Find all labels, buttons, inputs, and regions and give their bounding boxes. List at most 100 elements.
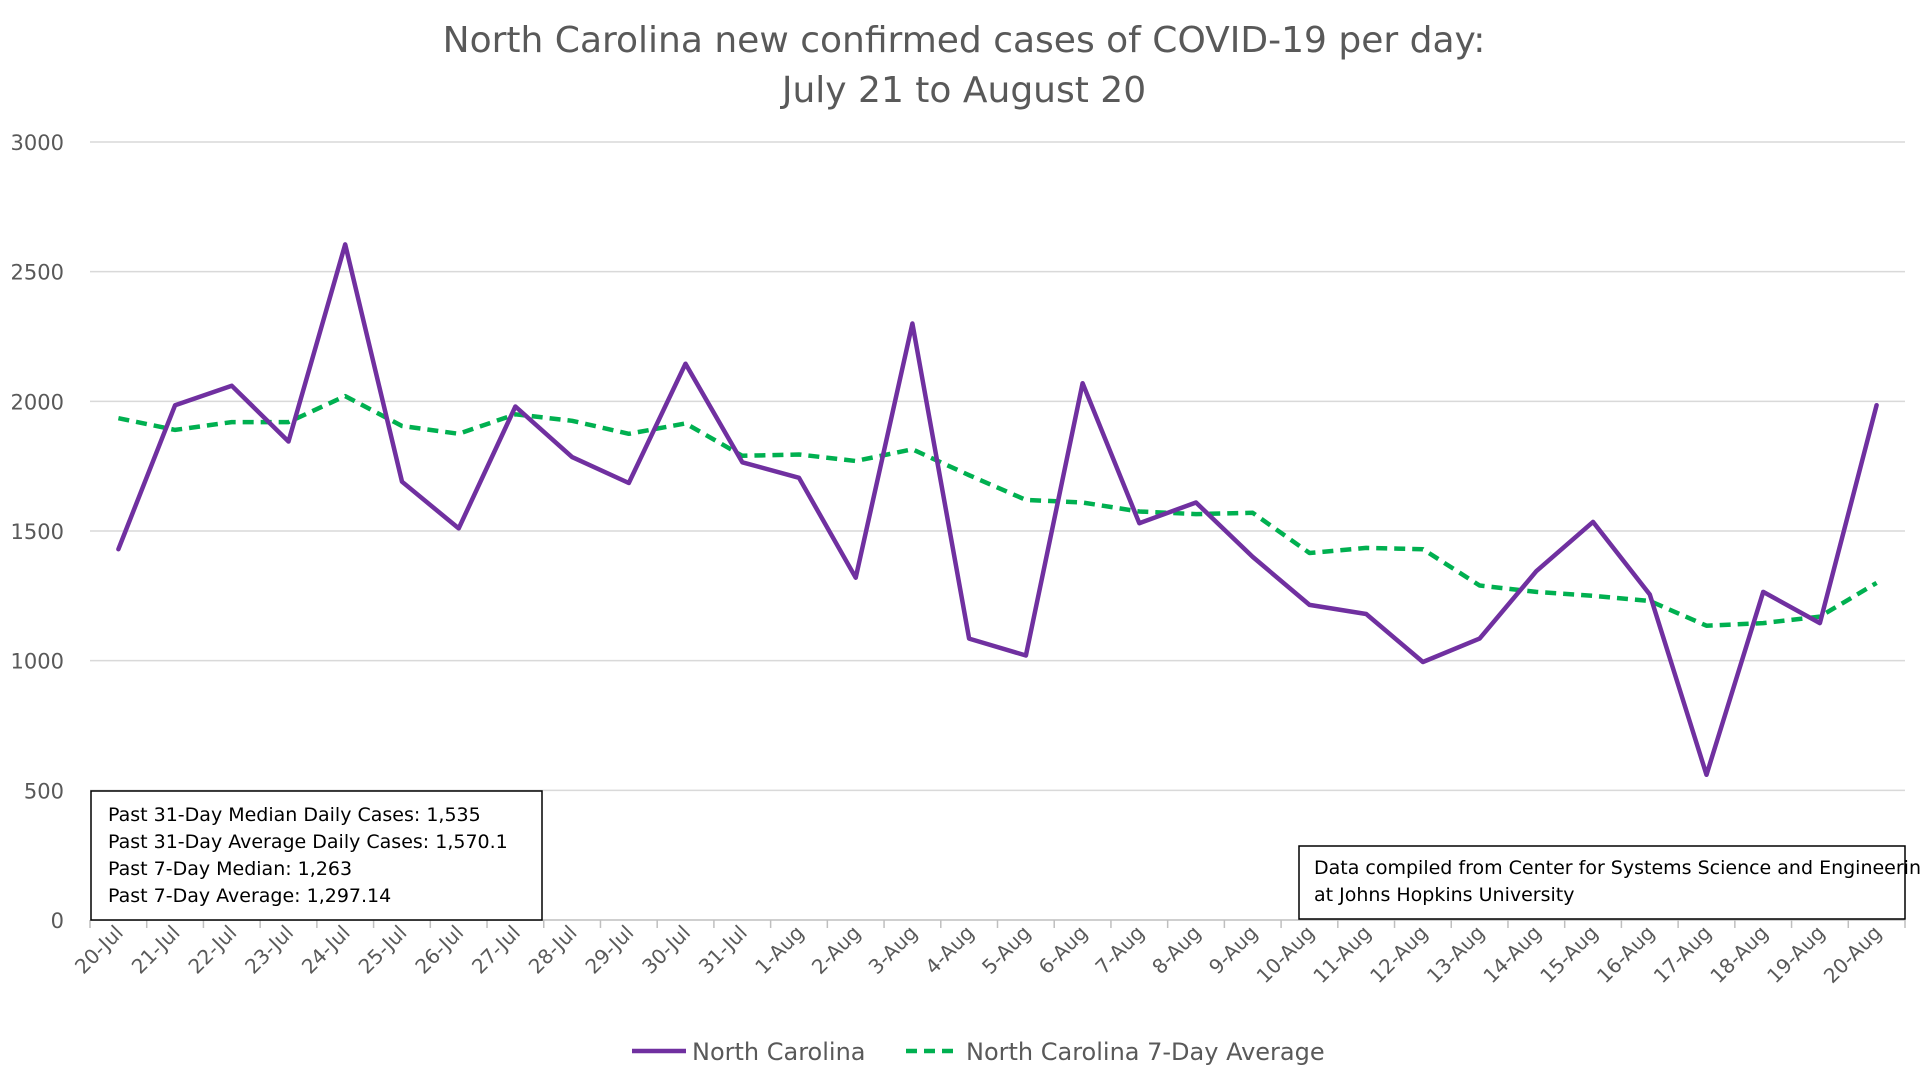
point-7-day-average-9-Aug <box>1251 511 1255 515</box>
x-tick-label-17-Aug: 17-Aug <box>1649 921 1716 988</box>
point-north-carolina-27-Jul <box>513 405 517 409</box>
legend-label-7-day-average: North Carolina 7-Day Average <box>966 1038 1325 1066</box>
x-tick-label-16-Aug: 16-Aug <box>1592 921 1659 988</box>
x-tick-label-29-Jul: 29-Jul <box>580 921 638 979</box>
legend: North Carolina North Carolina 7-Day Aver… <box>632 1038 1325 1066</box>
point-7-day-average-23-Jul <box>287 420 291 424</box>
stats-line-2: Past 31-Day Average Daily Cases: 1,570.1 <box>108 831 508 853</box>
point-north-carolina-9-Aug <box>1251 555 1255 559</box>
x-tick-label-7-Aug: 7-Aug <box>1090 921 1148 979</box>
point-north-carolina-15-Aug <box>1591 520 1595 524</box>
x-tick-label-24-Jul: 24-Jul <box>297 921 355 979</box>
point-7-day-average-12-Aug <box>1421 547 1425 551</box>
chart-title-line-2: July 21 to August 20 <box>780 70 1146 111</box>
stats-line-3: Past 7-Day Median: 1,263 <box>108 858 352 880</box>
point-north-carolina-25-Jul <box>400 480 404 484</box>
point-north-carolina-2-Aug <box>854 576 858 580</box>
point-7-day-average-8-Aug <box>1194 512 1198 516</box>
point-7-day-average-20-Jul <box>116 416 120 420</box>
point-7-day-average-11-Aug <box>1364 546 1368 550</box>
x-tick-label-11-Aug: 11-Aug <box>1308 921 1375 988</box>
point-7-day-average-10-Aug <box>1307 551 1311 555</box>
point-north-carolina-23-Jul <box>287 440 291 444</box>
point-north-carolina-3-Aug <box>910 322 914 326</box>
point-north-carolina-10-Aug <box>1307 603 1311 607</box>
point-7-day-average-5-Aug <box>1024 498 1028 502</box>
point-north-carolina-22-Jul <box>230 384 234 388</box>
y-tick-label-2000: 2000 <box>11 390 64 414</box>
point-north-carolina-19-Aug <box>1818 621 1822 625</box>
x-tick-label-27-Jul: 27-Jul <box>467 921 525 979</box>
point-7-day-average-6-Aug <box>1081 500 1085 504</box>
point-north-carolina-17-Aug <box>1704 773 1708 777</box>
point-7-day-average-4-Aug <box>967 473 971 477</box>
x-tick-label-25-Jul: 25-Jul <box>354 921 412 979</box>
x-tick-label-2-Aug: 2-Aug <box>807 921 865 979</box>
point-7-day-average-26-Jul <box>457 432 461 436</box>
point-7-day-average-15-Aug <box>1591 594 1595 598</box>
point-north-carolina-7-Aug <box>1137 521 1141 525</box>
point-north-carolina-1-Aug <box>797 476 801 480</box>
x-tick-label-19-Aug: 19-Aug <box>1762 921 1829 988</box>
point-north-carolina-24-Jul <box>343 242 347 246</box>
x-tick-label-31-Jul: 31-Jul <box>694 921 752 979</box>
x-tick-label-23-Jul: 23-Jul <box>240 921 298 979</box>
point-north-carolina-14-Aug <box>1534 569 1538 573</box>
x-tick-label-22-Jul: 22-Jul <box>183 921 241 979</box>
legend-label-north-carolina: North Carolina <box>692 1038 866 1066</box>
y-axis-ticks: 0 500 1000 1500 2000 2500 3000 <box>11 131 64 933</box>
source-box-frame <box>1298 845 1906 920</box>
point-north-carolina-21-Jul <box>173 403 177 407</box>
point-north-carolina-31-Jul <box>740 460 744 464</box>
point-north-carolina-12-Aug <box>1421 660 1425 664</box>
point-north-carolina-6-Aug <box>1081 381 1085 385</box>
series-line-7-day-average <box>117 393 1878 628</box>
y-tick-label-2500: 2500 <box>11 261 64 285</box>
point-north-carolina-5-Aug <box>1024 653 1028 657</box>
x-tick-label-5-Aug: 5-Aug <box>977 921 1035 979</box>
point-north-carolina-29-Jul <box>627 481 631 485</box>
point-north-carolina-8-Aug <box>1194 500 1198 504</box>
x-tick-label-26-Jul: 26-Jul <box>410 921 468 979</box>
x-tick-label-21-Jul: 21-Jul <box>127 921 185 979</box>
series-line-north-carolina <box>116 242 1879 778</box>
source-line-1: Data compiled from Center for Systems Sc… <box>1314 857 1920 879</box>
point-7-day-average-13-Aug <box>1478 583 1482 587</box>
point-7-day-average-24-Jul <box>343 394 347 398</box>
x-tick-label-20-Jul: 20-Jul <box>70 921 128 979</box>
y-tick-label-0: 0 <box>51 909 64 933</box>
x-tick-label-13-Aug: 13-Aug <box>1422 921 1489 988</box>
point-north-carolina-16-Aug <box>1648 593 1652 597</box>
x-tick-label-14-Aug: 14-Aug <box>1478 921 1545 988</box>
point-north-carolina-18-Aug <box>1761 590 1765 594</box>
x-tick-label-1-Aug: 1-Aug <box>750 921 808 979</box>
point-north-carolina-20-Aug <box>1875 403 1879 407</box>
point-7-day-average-14-Aug <box>1534 590 1538 594</box>
x-tick-label-6-Aug: 6-Aug <box>1034 921 1092 979</box>
chart-title-line-1: North Carolina new confirmed cases of CO… <box>443 20 1486 61</box>
x-axis: 20-Jul21-Jul22-Jul23-Jul24-Jul25-Jul26-J… <box>70 919 1906 988</box>
x-tick-label-28-Jul: 28-Jul <box>524 921 582 979</box>
point-7-day-average-28-Jul <box>570 419 574 423</box>
point-north-carolina-20-Jul <box>116 547 120 551</box>
point-7-day-average-25-Jul <box>400 424 404 428</box>
source-box: Data compiled from Center for Systems Sc… <box>1298 845 1920 920</box>
point-7-day-average-22-Jul <box>230 420 234 424</box>
x-tick-label-15-Aug: 15-Aug <box>1535 921 1602 988</box>
point-north-carolina-26-Jul <box>457 526 461 530</box>
point-north-carolina-30-Jul <box>684 362 688 366</box>
y-tick-label-1500: 1500 <box>11 520 64 544</box>
y-tick-label-500: 500 <box>24 779 64 803</box>
point-7-day-average-20-Aug <box>1875 581 1879 585</box>
x-tick-label-10-Aug: 10-Aug <box>1252 921 1319 988</box>
point-7-day-average-21-Jul <box>173 428 177 432</box>
x-tick-label-3-Aug: 3-Aug <box>864 921 922 979</box>
x-tick-label-12-Aug: 12-Aug <box>1365 921 1432 988</box>
x-tick-label-8-Aug: 8-Aug <box>1147 921 1205 979</box>
stats-line-1: Past 31-Day Median Daily Cases: 1,535 <box>108 804 481 826</box>
y-tick-label-3000: 3000 <box>11 131 64 155</box>
point-7-day-average-17-Aug <box>1704 624 1708 628</box>
point-north-carolina-11-Aug <box>1364 612 1368 616</box>
